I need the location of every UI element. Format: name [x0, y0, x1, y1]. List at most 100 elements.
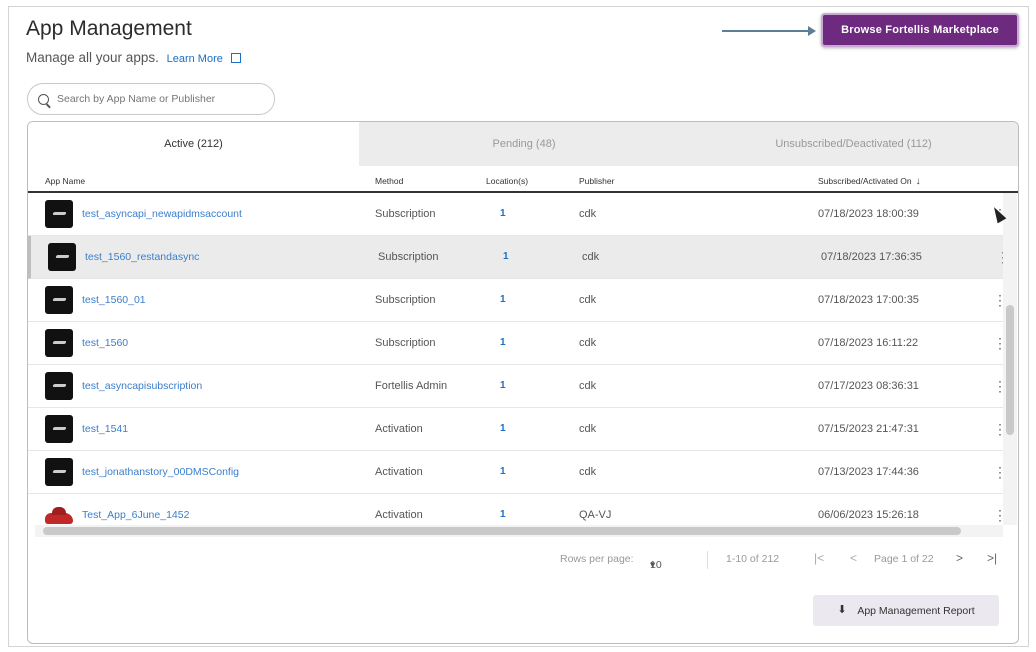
locations-link[interactable]: 1 [500, 423, 506, 434]
app-thumbnail-icon [45, 286, 73, 314]
date-cell: 07/13/2023 17:44:36 [818, 466, 919, 478]
page-title: App Management [26, 17, 192, 40]
search-input[interactable] [57, 93, 257, 105]
table-row[interactable]: test_1560 Subscription 1 cdk 07/18/2023 … [28, 322, 1007, 365]
method-cell: Subscription [375, 294, 436, 306]
app-thumbnail-icon [45, 329, 73, 357]
report-button-label: App Management Report [857, 604, 975, 617]
horizontal-scrollbar[interactable] [35, 525, 1003, 537]
publisher-cell: cdk [579, 380, 597, 392]
date-cell: 07/15/2023 21:47:31 [818, 423, 919, 435]
col-app-name[interactable]: App Name [45, 176, 86, 186]
app-name-link[interactable]: test_1560 [82, 337, 129, 349]
locations-link[interactable]: 1 [503, 251, 509, 262]
external-link-icon[interactable] [230, 53, 241, 63]
table-row[interactable]: test_1541 Activation 1 cdk 07/15/2023 21… [28, 408, 1007, 451]
rows-per-page-label: Rows per page: [560, 553, 634, 565]
table-row[interactable]: test_1560_restandasync Subscription 1 cd… [28, 236, 1010, 279]
car-thumbnail-icon [45, 501, 73, 525]
app-name-link[interactable]: test_asyncapi_newapidmsaccount [82, 208, 242, 220]
table-row[interactable]: test_asyncapi_newapidmsaccount Subscript… [28, 193, 1007, 236]
method-cell: Activation [375, 466, 423, 478]
app-thumbnail-icon [45, 200, 73, 228]
locations-link[interactable]: 1 [500, 509, 506, 520]
chevron-down-icon: ▾ [650, 559, 656, 571]
app-name-link[interactable]: test_asyncapisubscription [82, 380, 203, 392]
browse-marketplace-button[interactable]: Browse Fortellis Marketplace [821, 13, 1019, 47]
col-method[interactable]: Method [375, 176, 404, 186]
rows-per-page-value: 10 [650, 559, 662, 571]
date-cell: 07/17/2023 08:36:31 [818, 380, 919, 392]
app-name-link[interactable]: test_1560_01 [82, 294, 146, 306]
table-row[interactable]: test_jonathanstory_00DMSConfig Activatio… [28, 451, 1007, 494]
method-cell: Subscription [375, 208, 436, 220]
publisher-cell: cdk [579, 423, 597, 435]
table-row[interactable]: test_asyncapisubscription Fortellis Admi… [28, 365, 1007, 408]
method-cell: Activation [375, 423, 423, 435]
vertical-scrollbar[interactable] [1003, 193, 1017, 525]
col-date-label: Subscribed/Activated On [818, 176, 912, 186]
table-body: test_asyncapi_newapidmsaccount Subscript… [28, 193, 1018, 525]
publisher-cell: cdk [579, 208, 597, 220]
locations-link[interactable]: 1 [500, 294, 506, 305]
first-page-icon[interactable]: |< [814, 551, 825, 565]
app-window [8, 6, 1029, 647]
date-cell: 07/18/2023 16:11:22 [818, 337, 919, 349]
col-locations[interactable]: Location(s) [486, 176, 529, 186]
app-thumbnail-icon [45, 372, 73, 400]
publisher-cell: QA-VJ [579, 509, 612, 521]
app-name-link[interactable]: test_1541 [82, 423, 129, 435]
prev-page-icon[interactable]: < [850, 551, 858, 565]
last-page-icon[interactable]: >| [987, 551, 998, 565]
method-cell: Activation [375, 509, 423, 521]
date-cell: 07/18/2023 18:00:39 [818, 208, 919, 220]
table-row[interactable]: test_1560_01 Subscription 1 cdk 07/18/20… [28, 279, 1007, 322]
publisher-cell: cdk [582, 251, 600, 263]
date-cell: 06/06/2023 15:26:18 [818, 509, 919, 521]
locations-link[interactable]: 1 [500, 380, 506, 391]
col-publisher[interactable]: Publisher [579, 176, 615, 186]
table-header: App Name Method Location(s) Publisher Su… [28, 166, 1018, 193]
method-cell: Subscription [375, 337, 436, 349]
pagination: Rows per page: 10 ▾ 1-10 of 212 |< < Pag… [28, 547, 1018, 573]
tab-active[interactable]: Active (212) [28, 122, 359, 166]
locations-link[interactable]: 1 [500, 466, 506, 477]
tab-pending[interactable]: Pending (48) [359, 122, 689, 166]
locations-link[interactable]: 1 [500, 208, 506, 219]
download-icon [837, 603, 847, 617]
annotation-arrow [722, 30, 812, 32]
date-cell: 07/18/2023 17:00:35 [818, 294, 919, 306]
app-name-link[interactable]: test_1560_restandasync [85, 251, 200, 263]
app-name-link[interactable]: Test_App_6June_1452 [82, 509, 190, 521]
apps-panel: Active (212) Pending (48) Unsubscribed/D… [27, 121, 1019, 644]
table-row[interactable]: Test_App_6June_1452 Activation 1 QA-VJ 0… [28, 494, 1007, 525]
app-thumbnail-icon [45, 458, 73, 486]
vertical-scroll-thumb[interactable] [1006, 305, 1014, 435]
locations-link[interactable]: 1 [500, 337, 506, 348]
method-cell: Subscription [378, 251, 439, 263]
horizontal-scroll-thumb[interactable] [43, 527, 961, 535]
page-subtitle: Manage all your apps. Learn More [26, 50, 241, 65]
search-box[interactable] [27, 83, 275, 115]
publisher-cell: cdk [579, 466, 597, 478]
tab-unsubscribed[interactable]: Unsubscribed/Deactivated (112) [689, 122, 1018, 166]
col-date[interactable]: Subscribed/Activated On ↓ [818, 176, 921, 187]
pager-divider [707, 551, 708, 569]
learn-more-link[interactable]: Learn More [166, 53, 223, 65]
method-cell: Fortellis Admin [375, 380, 448, 392]
app-thumbnail-icon [48, 243, 76, 271]
app-name-link[interactable]: test_jonathanstory_00DMSConfig [82, 466, 240, 478]
app-thumbnail-icon [45, 415, 73, 443]
publisher-cell: cdk [579, 337, 597, 349]
subtitle-text: Manage all your apps. [26, 50, 159, 65]
arrow-down-icon[interactable]: ↓ [915, 176, 921, 187]
app-management-report-button[interactable]: App Management Report [813, 595, 999, 626]
date-cell: 07/18/2023 17:36:35 [821, 251, 922, 263]
page-indicator: Page 1 of 22 [874, 553, 934, 565]
page-range: 1-10 of 212 [726, 553, 780, 565]
tab-bar: Active (212) Pending (48) Unsubscribed/D… [28, 122, 1018, 166]
search-icon [38, 93, 49, 105]
annotation-arrow-head [808, 26, 816, 36]
publisher-cell: cdk [579, 294, 597, 306]
next-page-icon[interactable]: > [956, 551, 964, 565]
